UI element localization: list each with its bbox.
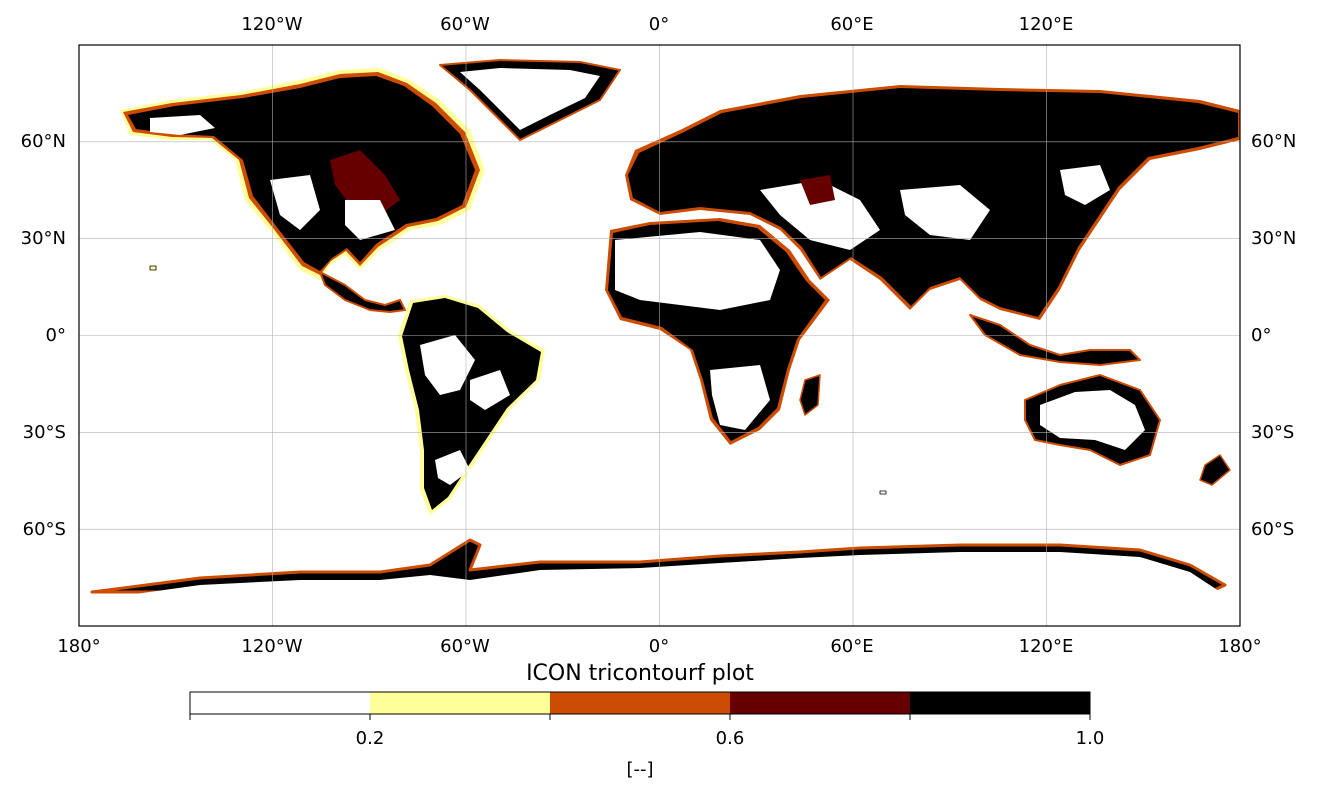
island-hawaii (149, 265, 157, 271)
australia-interior (1040, 390, 1145, 450)
island-falklands (879, 490, 887, 495)
north-america-patch (330, 150, 400, 215)
colorbar-label: [--] (626, 759, 653, 780)
north-america-sparse (150, 115, 395, 240)
africa-sahara (615, 232, 780, 310)
map-border (78, 44, 1241, 627)
lat-tick-right: 60°S (1251, 519, 1294, 540)
lon-tick-bottom: 180° (57, 636, 100, 657)
madagascar (799, 374, 821, 416)
lon-tick-bottom: 60°E (830, 636, 873, 657)
colorbar-tick-label: 0.6 (716, 728, 745, 749)
indonesia (969, 314, 1141, 366)
colorbar-segment (910, 692, 1090, 714)
colorbar-segment (190, 692, 370, 714)
lon-tick-top: 120°W (241, 14, 302, 35)
africa-south-sparse (710, 365, 770, 430)
lat-tick-left: 30°S (23, 422, 66, 443)
gridlines (79, 45, 1240, 626)
lat-tick-left: 30°N (21, 228, 66, 249)
lat-tick-left: 60°S (23, 519, 66, 540)
lon-tick-bottom: 60°W (440, 636, 490, 657)
new-zealand (1199, 454, 1231, 486)
lon-ticks-bottom: 180° 120°W 60°W 0° 60°E 120°E 180° (57, 636, 1261, 657)
colorbar-frame (189, 691, 1091, 715)
colorbar-tick-label: 1.0 (1076, 728, 1105, 749)
lon-tick-bottom: 120°E (1019, 636, 1074, 657)
lat-tick-right: 60°N (1251, 131, 1296, 152)
lat-tick-right: 30°N (1251, 228, 1296, 249)
land-fields (79, 59, 1240, 626)
central-america (319, 271, 406, 313)
eurasia-desert (760, 165, 1110, 250)
figure-title: ICON tricontourf plot (526, 661, 754, 686)
lon-tick-bottom: 180° (1218, 636, 1261, 657)
lon-ticks-top: 120°W 60°W 0° 60°E 120°E (241, 14, 1073, 35)
lat-ticks-right: 60°N 30°N 0° 30°S 60°S (1251, 131, 1296, 540)
south-america-sparse (420, 335, 510, 485)
lat-tick-left: 0° (46, 325, 66, 346)
lat-tick-left: 60°N (21, 131, 66, 152)
lon-tick-bottom: 0° (649, 636, 669, 657)
greenland-interior (460, 68, 600, 130)
lat-ticks-left: 60°N 30°N 0° 30°S 60°S (21, 131, 66, 540)
colorbar-segment (370, 692, 550, 714)
lon-tick-top: 60°W (440, 14, 490, 35)
lon-tick-top: 60°E (830, 14, 873, 35)
lat-tick-right: 30°S (1251, 422, 1294, 443)
lon-tick-top: 0° (649, 14, 669, 35)
lon-tick-bottom: 120°W (241, 636, 302, 657)
lat-tick-right: 0° (1251, 325, 1271, 346)
colorbar-ticks: 0.2 0.6 1.0 (189, 714, 1105, 749)
colorbar (189, 691, 1091, 715)
eurasia-patch (800, 175, 835, 205)
colorbar-segment (730, 692, 910, 714)
colorbar-tick-label: 0.2 (356, 728, 385, 749)
colorbar-segment (550, 692, 730, 714)
lon-tick-top: 120°E (1019, 14, 1074, 35)
